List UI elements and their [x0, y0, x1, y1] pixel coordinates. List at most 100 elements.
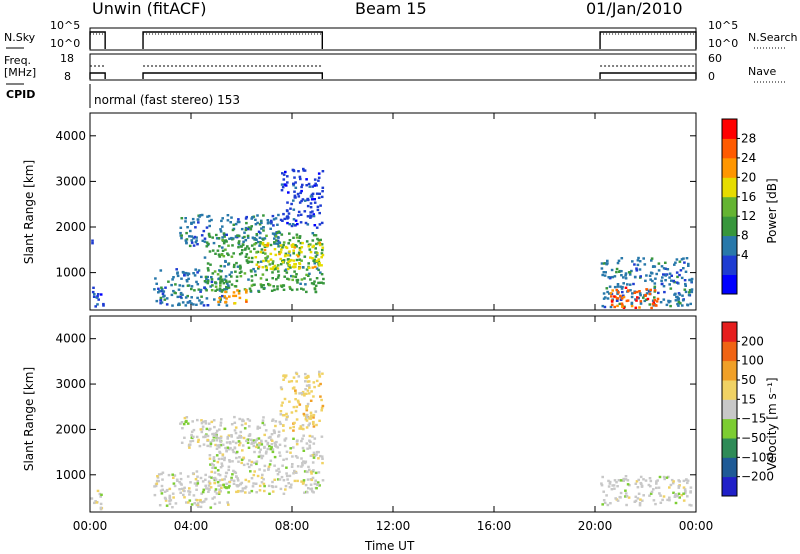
velocity-colorbar-swatch — [722, 360, 737, 381]
power-cell — [213, 270, 217, 273]
velocity-cell — [317, 450, 320, 454]
velocity-cell — [609, 502, 612, 505]
power-cell — [297, 251, 301, 254]
power-cell — [619, 285, 622, 288]
power-cell — [196, 243, 199, 246]
velocity-cell — [302, 449, 306, 452]
power-cell — [257, 230, 261, 233]
velocity-cell — [639, 475, 643, 479]
power-cell — [636, 259, 640, 262]
velocity-cell — [208, 488, 211, 491]
velocity-cell — [219, 424, 222, 427]
velocity-cell — [213, 502, 217, 506]
velocity-cell — [208, 482, 212, 485]
velocity-cell — [260, 481, 264, 484]
power-cell — [200, 213, 204, 217]
power-cell — [188, 244, 192, 248]
power-cell — [277, 241, 281, 244]
velocity-cell — [321, 457, 324, 460]
power-cell — [192, 303, 195, 306]
power-cell — [241, 236, 245, 239]
power-cell — [660, 265, 664, 268]
power-cell — [214, 281, 217, 284]
power-cell — [250, 284, 254, 287]
power-cell — [291, 245, 294, 248]
power-cell — [276, 264, 280, 267]
power-cell — [616, 283, 620, 286]
power-cell — [286, 217, 289, 220]
velocity-cell — [158, 504, 162, 507]
velocity-cell — [217, 457, 221, 461]
velocity-cell — [684, 489, 687, 493]
power-cell — [257, 265, 261, 268]
nave-tick-top: 60 — [708, 52, 722, 65]
velocity-cell — [234, 431, 238, 435]
velocity-cell — [165, 504, 169, 507]
velocity-cell — [293, 469, 296, 473]
power-cell — [262, 229, 265, 232]
velocity-cell — [240, 461, 243, 465]
power-cell — [248, 287, 252, 290]
velocity-cell — [305, 413, 309, 417]
power-cell — [159, 269, 163, 272]
power-colorbar-frame — [721, 118, 738, 295]
velocity-cell — [213, 481, 216, 485]
power-cell — [180, 296, 183, 300]
power-cell — [255, 233, 259, 236]
velocity-cell — [670, 478, 674, 482]
velocity-cell — [315, 423, 318, 427]
velocity-cell — [301, 461, 304, 465]
velocity-cell — [307, 392, 311, 395]
velocity-cell — [223, 478, 226, 481]
power-cell — [225, 233, 228, 236]
velocity-cell — [99, 502, 103, 506]
velocity-cell — [241, 444, 245, 447]
power-cell — [676, 302, 679, 306]
power-cell — [275, 278, 278, 281]
power-cell — [185, 231, 188, 235]
power-cell — [648, 292, 652, 296]
velocity-cell — [279, 487, 283, 491]
velocity-cell — [601, 475, 604, 479]
velocity-cell — [257, 437, 261, 440]
power-cell — [261, 241, 265, 245]
power-cell — [282, 284, 286, 287]
power-cell — [317, 179, 320, 182]
power-cell — [274, 267, 277, 271]
velocity-cell — [684, 478, 688, 482]
velocity-cell — [220, 462, 224, 465]
power-cell — [685, 257, 689, 260]
power-cell — [210, 278, 214, 281]
velocity-cell — [242, 463, 246, 467]
power-cell — [308, 248, 312, 251]
power-cell — [233, 263, 236, 267]
power-cell — [629, 289, 632, 292]
power-cell — [645, 298, 648, 301]
power-cell — [600, 267, 604, 270]
power-cell — [314, 284, 318, 287]
power-cell — [286, 175, 289, 178]
power-cell — [674, 261, 677, 264]
velocity-cell — [204, 497, 208, 501]
power-cell — [657, 291, 660, 295]
power-cell — [273, 264, 277, 268]
velocity-cell — [320, 406, 324, 410]
velocity-cell — [190, 503, 194, 506]
power-cell — [254, 218, 257, 221]
velocity-cell — [207, 484, 211, 487]
power-cell — [297, 210, 301, 214]
power-cell — [269, 252, 273, 256]
power-cell — [255, 263, 259, 266]
velocity-cell — [312, 381, 316, 384]
power-cell — [279, 251, 283, 254]
velocity-cell — [279, 386, 283, 389]
velocity-cell — [168, 494, 172, 498]
velocity-cell — [209, 506, 213, 509]
velocity-cell — [294, 409, 298, 413]
velocity-cell — [202, 500, 206, 503]
power-cell — [221, 288, 225, 292]
velocity-cell — [279, 410, 283, 413]
power-cell — [633, 291, 637, 294]
power-cell — [302, 169, 306, 172]
power-cell — [321, 186, 325, 189]
